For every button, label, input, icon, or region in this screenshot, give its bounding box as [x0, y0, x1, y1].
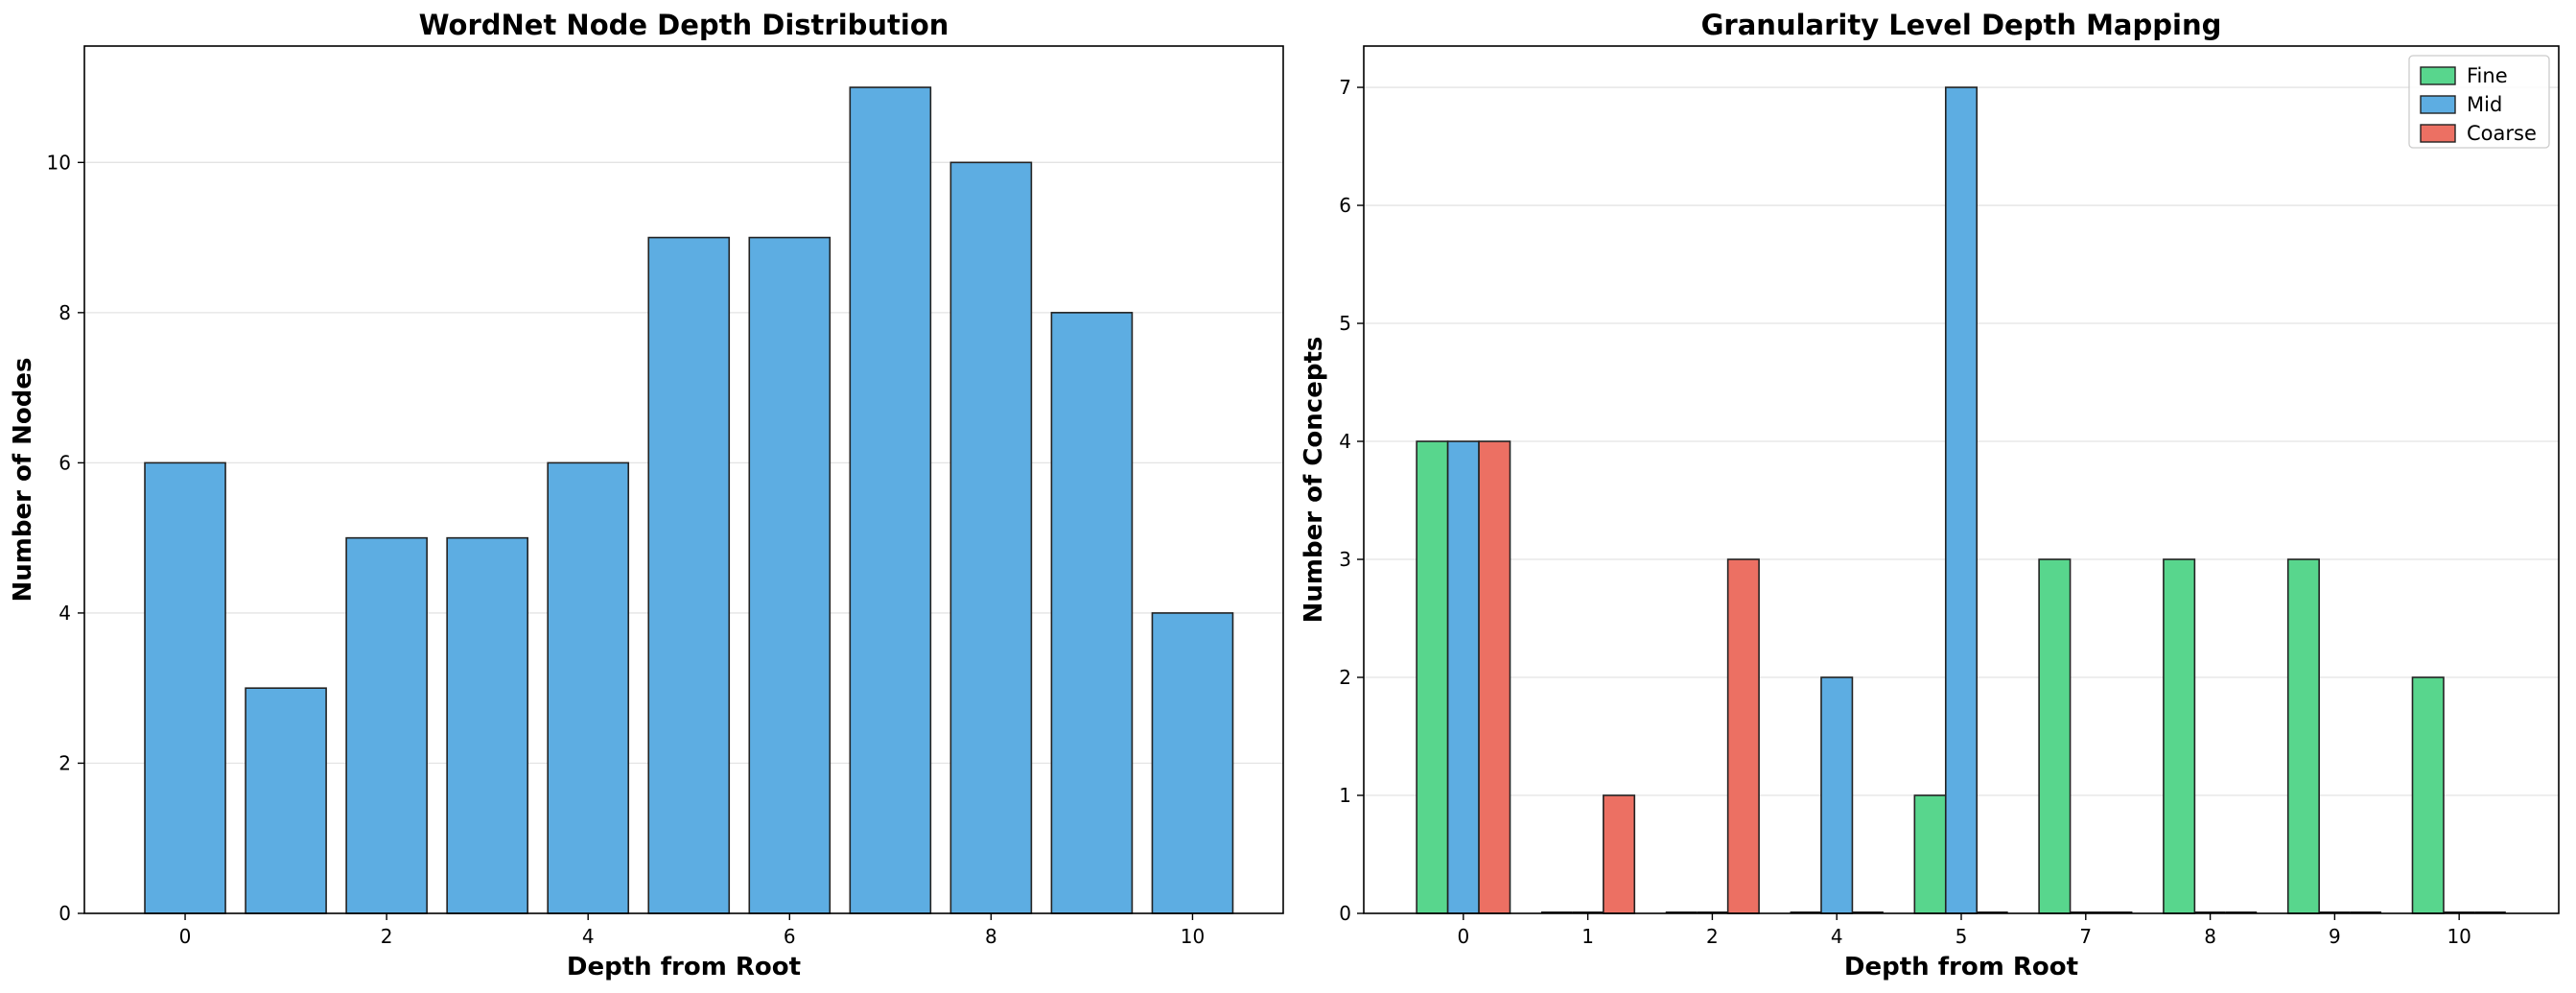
bar-depth-7	[849, 86, 932, 914]
x-tick-label: 6	[784, 925, 796, 948]
legend-label-coarse: Coarse	[2467, 122, 2537, 145]
left-chart-panel: 0 2 4 6 8 10 0 2 4 6 8 10 WordNet Node Depth Distrib…	[9, 9, 1284, 981]
y-tick-label: 2	[59, 751, 71, 774]
y-axis-label: Number of Nodes	[9, 357, 37, 602]
y-axis-label: Number of Concepts	[1300, 337, 1328, 624]
x-tick-label: 1	[1581, 925, 1594, 948]
x-tick-label: 4	[582, 925, 595, 948]
x-tick-label: 8	[2204, 925, 2216, 948]
y-tick-label: 6	[1339, 194, 1351, 217]
y-tick-label: 0	[1339, 902, 1351, 925]
x-tick-label: 5	[1955, 925, 1968, 948]
plot-frame	[83, 45, 1284, 914]
y-tick-label: 5	[1339, 312, 1351, 335]
chart-title: Granularity Level Depth Mapping	[1701, 9, 2222, 41]
y-tick-label: 1	[1339, 784, 1351, 807]
y-tick-label: 2	[1339, 666, 1351, 689]
bar-fine-8	[2163, 558, 2196, 914]
bar-depth-0	[144, 461, 226, 914]
bar-coarse-2	[1726, 558, 1760, 914]
bar-fine-9	[2286, 558, 2320, 914]
y-tick-label: 10	[47, 151, 71, 174]
y-tick-label: 3	[1339, 548, 1351, 571]
bar-coarse-0	[1478, 440, 1511, 914]
bar-depth-3	[446, 536, 528, 914]
bar-fine-0	[1416, 440, 1449, 914]
y-tick-label: 4	[59, 602, 71, 625]
y-tick-label: 8	[59, 301, 71, 324]
y-tick-label: 6	[59, 451, 71, 474]
bar-depth-2	[345, 536, 428, 914]
y-tick-label: 0	[59, 902, 71, 925]
bar-mid-0	[1446, 440, 1480, 914]
y-tick-label: 4	[1339, 430, 1351, 453]
x-tick-label: 2	[381, 925, 393, 948]
chart-title: WordNet Node Depth Distribution	[419, 9, 949, 41]
x-tick-label: 8	[985, 925, 997, 948]
bar-mid-4	[1820, 676, 1854, 914]
bar-depth-9	[1050, 312, 1134, 914]
bar-fine-7	[2038, 558, 2072, 914]
bar-depth-8	[949, 161, 1033, 914]
bar-mid-5	[1944, 86, 1979, 914]
bar-coarse-1	[1603, 794, 1636, 914]
bar-depth-5	[647, 236, 731, 914]
right-chart-panel: 0 1 2 3 4 5 6 7 0 1 2 4 5 7 8 9 10 Granularity Level Dept…	[1300, 9, 2560, 981]
x-tick-label: 10	[1181, 925, 1205, 948]
y-tick-label: 7	[1339, 76, 1351, 99]
legend-swatch-mid	[2420, 95, 2456, 114]
x-tick-label: 0	[179, 925, 192, 948]
x-tick-label: 7	[2079, 925, 2092, 948]
bar-fine-10	[2411, 676, 2445, 914]
x-tick-label: 2	[1706, 925, 1719, 948]
legend-swatch-fine	[2420, 66, 2456, 85]
bar-depth-6	[748, 236, 831, 914]
x-tick-label: 4	[1831, 925, 1843, 948]
x-tick-label: 9	[2329, 925, 2341, 948]
bar-depth-10	[1151, 612, 1234, 914]
bar-depth-1	[245, 687, 327, 914]
legend: Fine Mid Coarse	[2408, 55, 2550, 149]
x-tick-label: 0	[1457, 925, 1469, 948]
legend-label-fine: Fine	[2467, 64, 2508, 87]
bar-fine-5	[1913, 794, 1947, 914]
x-tick-label: 10	[2447, 925, 2471, 948]
bar-depth-4	[547, 461, 630, 914]
legend-swatch-coarse	[2420, 124, 2456, 143]
x-axis-label: Depth from Root	[567, 953, 801, 981]
legend-label-mid: Mid	[2467, 93, 2502, 116]
x-axis-label: Depth from Root	[1844, 953, 2078, 981]
